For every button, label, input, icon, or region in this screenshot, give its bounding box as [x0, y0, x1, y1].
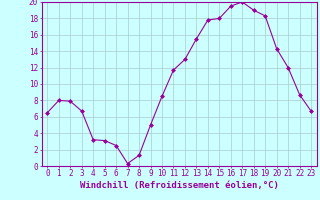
X-axis label: Windchill (Refroidissement éolien,°C): Windchill (Refroidissement éolien,°C) — [80, 181, 279, 190]
